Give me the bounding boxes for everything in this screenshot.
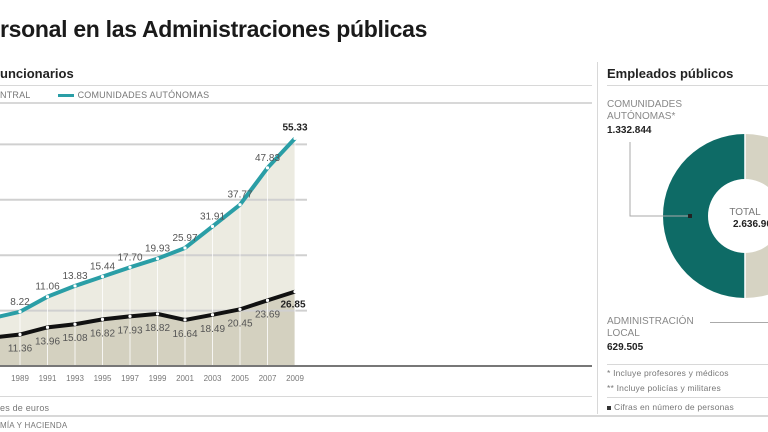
x-tick-label: 2009 [286,374,304,383]
donut-title: Empleados públicos [607,66,734,81]
data-label-central: 26.85 [280,300,305,311]
data-label-ca: 25.97 [172,233,197,244]
data-label-ca: 31.91 [200,211,225,222]
area-central [0,291,295,366]
local-value: 629.505 [607,342,644,353]
x-tick-label: 2003 [204,374,222,383]
ca-label-line2: AUTÓNOMAS* [607,111,676,122]
point-central [45,325,50,329]
data-label-central: 18.82 [145,323,170,334]
point-central [128,314,132,318]
data-label-central: 15.08 [62,333,87,344]
data-label-ca: 47.83 [255,153,280,164]
legend-item-central: NTRAL [0,90,31,100]
data-label-ca: 13.83 [62,271,87,282]
point-central [100,317,105,322]
data-label-central: 17.93 [117,325,142,336]
point-central [210,313,215,317]
data-label-ca: 8.22 [10,297,30,308]
ca-label-line1: COMUNIDADES [607,99,683,110]
point-ca [155,257,160,261]
x-tick-label: 2007 [259,374,277,383]
point-ca [238,203,242,207]
point-ca [210,224,215,228]
cifras-note-text: Cifras en número de personas [614,402,734,412]
data-label-ca: 11.06 [35,282,60,293]
data-label-central: 11.36 [8,344,33,355]
legend-item-ca: COMUNIDADES AUTÓNOMAS [77,90,210,100]
legend: NTRAL COMUNIDADES AUTÓNOMAS [0,90,209,100]
donut-slice-ca [663,134,745,298]
point-central [73,322,77,326]
divider [0,102,592,104]
local-label-line2: LOCAL [607,328,640,339]
donut-slice-local [745,134,768,298]
point-ca [128,265,132,269]
ca-value: 1.332.844 [607,125,652,136]
data-label-ca: 19.93 [145,244,170,255]
x-tick-label: 2005 [231,374,249,383]
point-ca [45,295,50,299]
x-tick-label: 1995 [94,374,112,383]
footnote-1: * Incluye profesores y médicos [607,368,729,378]
point-central [265,298,270,302]
point-central [18,332,22,337]
point-central [238,307,242,311]
local-label: ADMINISTRACIÓN LOCAL [607,316,694,340]
chart-subtitle: uncionarios [0,66,74,81]
divider [607,397,768,398]
data-label-ca: 17.70 [117,252,142,263]
donut-total-value: 2.636.90 [733,219,768,230]
legend-swatch-ca [57,94,74,98]
point-ca [100,275,105,279]
source-note: MÍA Y HACIENDA [0,421,68,430]
point-central [155,312,160,316]
unit-note: es de euros [0,403,50,413]
point-central [293,290,297,294]
x-tick-label: 1999 [149,374,167,383]
area-chart: 8.22 11.36 1989 11.06 13.96 1991 13.83 15.08 199… [0,122,592,383]
data-label-ca: 55.33 [282,122,307,133]
data-label-central: 23.69 [255,309,280,320]
x-tick-label: 1989 [11,374,29,383]
data-label-central: 18.49 [200,324,225,335]
area-ca [0,138,295,366]
data-label-central: 16.64 [172,329,197,340]
x-tick-label: 1993 [66,374,84,383]
data-label-central: 16.82 [90,328,115,339]
divider [0,415,768,417]
line-central [0,289,296,339]
divider [0,85,592,86]
point-ca [265,166,270,170]
point-ca [73,284,77,288]
data-label-ca: 37.77 [227,190,252,201]
ca-label: COMUNIDADES AUTÓNOMAS* [607,99,682,123]
leader-line [710,322,768,323]
square-bullet-icon [607,405,611,410]
data-label-central: 20.45 [227,318,252,329]
x-tick-label: 1997 [121,374,139,383]
donut-total-label: TOTAL [729,207,761,218]
divider [607,364,768,365]
x-tick-label: 2001 [176,374,194,383]
point-ca [293,136,297,140]
divider [0,396,592,397]
data-label-ca: 15.44 [90,262,115,273]
local-label-line1: ADMINISTRACIÓN [607,316,694,327]
point-ca [18,310,22,314]
point-ca [183,246,187,250]
panel-divider [597,62,598,414]
data-label-central: 13.96 [35,336,60,347]
cifras-note: Cifras en número de personas [607,402,734,412]
line-ca [0,136,297,319]
point-central [183,318,187,322]
footnote-2: ** Incluye policías y militares [607,383,721,393]
page-title: rsonal en las Administraciones públicas [0,16,428,42]
divider [607,85,768,86]
leader-dot [688,214,692,218]
x-tick-label: 1991 [39,374,57,383]
leader-line [629,142,690,217]
